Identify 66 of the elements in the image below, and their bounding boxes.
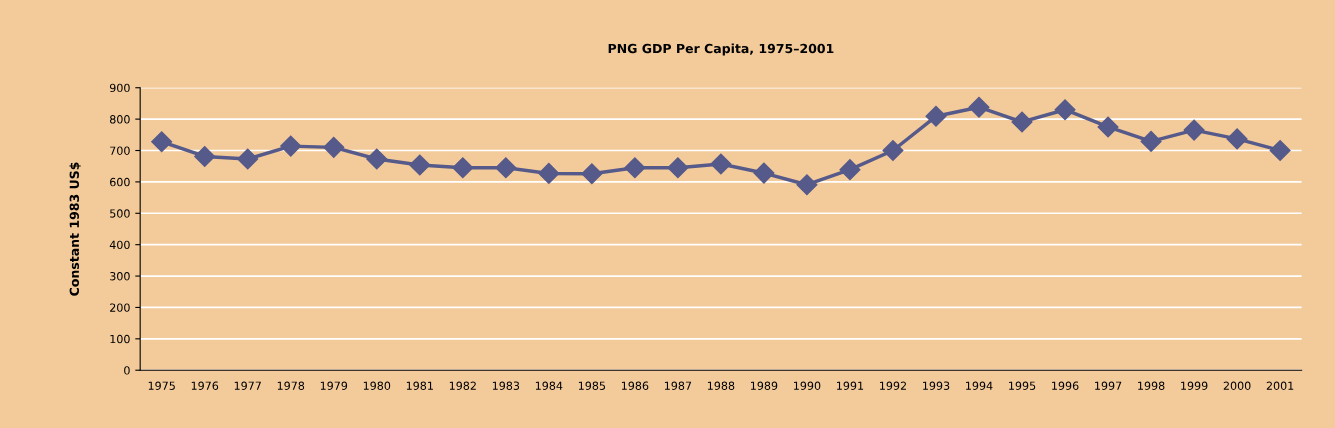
y-tick-label: 300	[110, 272, 130, 281]
point	[968, 96, 990, 118]
y-tick-label: 700	[110, 146, 130, 155]
x-tick-label: 1975	[148, 381, 175, 390]
x-tick-label: 1985	[578, 381, 606, 390]
x-tick-label: 1977	[234, 381, 261, 390]
chart-title: PNG GDP Per Capita, 1975–2001	[608, 43, 834, 56]
x-tick-label: 1980	[363, 381, 391, 390]
point	[581, 163, 603, 185]
point	[667, 157, 689, 179]
x-tick-label: 1986	[621, 381, 649, 390]
x-tick-label: 1982	[449, 381, 476, 390]
x-tick-label: 1992	[880, 381, 906, 390]
y-tick-label: 0	[124, 366, 130, 375]
point	[237, 148, 259, 170]
point	[495, 157, 517, 179]
x-tick-label: 1993	[923, 381, 950, 390]
x-tick-label: 1990	[794, 381, 821, 390]
point	[882, 139, 904, 162]
point	[366, 148, 388, 170]
y-tick-label: 800	[110, 115, 130, 124]
x-tick-label: 1983	[492, 381, 520, 390]
point	[710, 153, 732, 175]
x-tick-label: 1984	[535, 381, 563, 390]
point	[925, 105, 947, 127]
x-tick-label: 1981	[406, 381, 433, 390]
x-tick-label: 1988	[707, 381, 735, 390]
y-tick-label: 200	[110, 303, 130, 312]
y-axis-title: Constant 1983 US$	[69, 162, 81, 296]
point	[409, 154, 431, 176]
y-tick-label: 500	[110, 209, 130, 218]
y-tick-label: 100	[110, 334, 130, 344]
y-tick-label: 600	[110, 177, 130, 187]
x-tick-label: 1978	[277, 381, 305, 390]
point	[839, 159, 861, 181]
point	[753, 162, 775, 184]
x-tick-label: 1998	[1138, 381, 1165, 390]
x-tick-label: 1999	[1181, 381, 1208, 390]
point	[194, 145, 216, 167]
point	[796, 174, 818, 196]
point	[280, 135, 302, 157]
point	[1097, 116, 1119, 138]
x-tick-label: 1995	[1009, 381, 1036, 390]
point	[624, 157, 646, 179]
point	[1011, 111, 1033, 133]
y-tick-label: 400	[109, 240, 130, 250]
point	[1140, 130, 1162, 152]
point	[1269, 139, 1291, 162]
x-tick-label: 1994	[966, 381, 993, 390]
point	[452, 157, 474, 179]
x-tick-label: 1991	[837, 381, 864, 390]
point	[1183, 119, 1205, 141]
point	[1054, 99, 1076, 121]
x-tick-label: 1996	[1052, 381, 1079, 390]
x-tick-label: 2000	[1223, 381, 1251, 390]
x-tick-label: 1997	[1095, 381, 1122, 390]
x-tick-label: 2001	[1266, 381, 1294, 390]
point	[1226, 128, 1248, 150]
x-tick-label: 1987	[664, 381, 692, 390]
y-tick-label: 900	[109, 83, 130, 93]
point	[151, 131, 173, 153]
x-tick-label: 1989	[751, 381, 778, 390]
point	[538, 162, 560, 184]
point	[323, 136, 345, 158]
x-tick-label: 1976	[191, 381, 219, 390]
x-tick-label: 1979	[320, 381, 348, 390]
